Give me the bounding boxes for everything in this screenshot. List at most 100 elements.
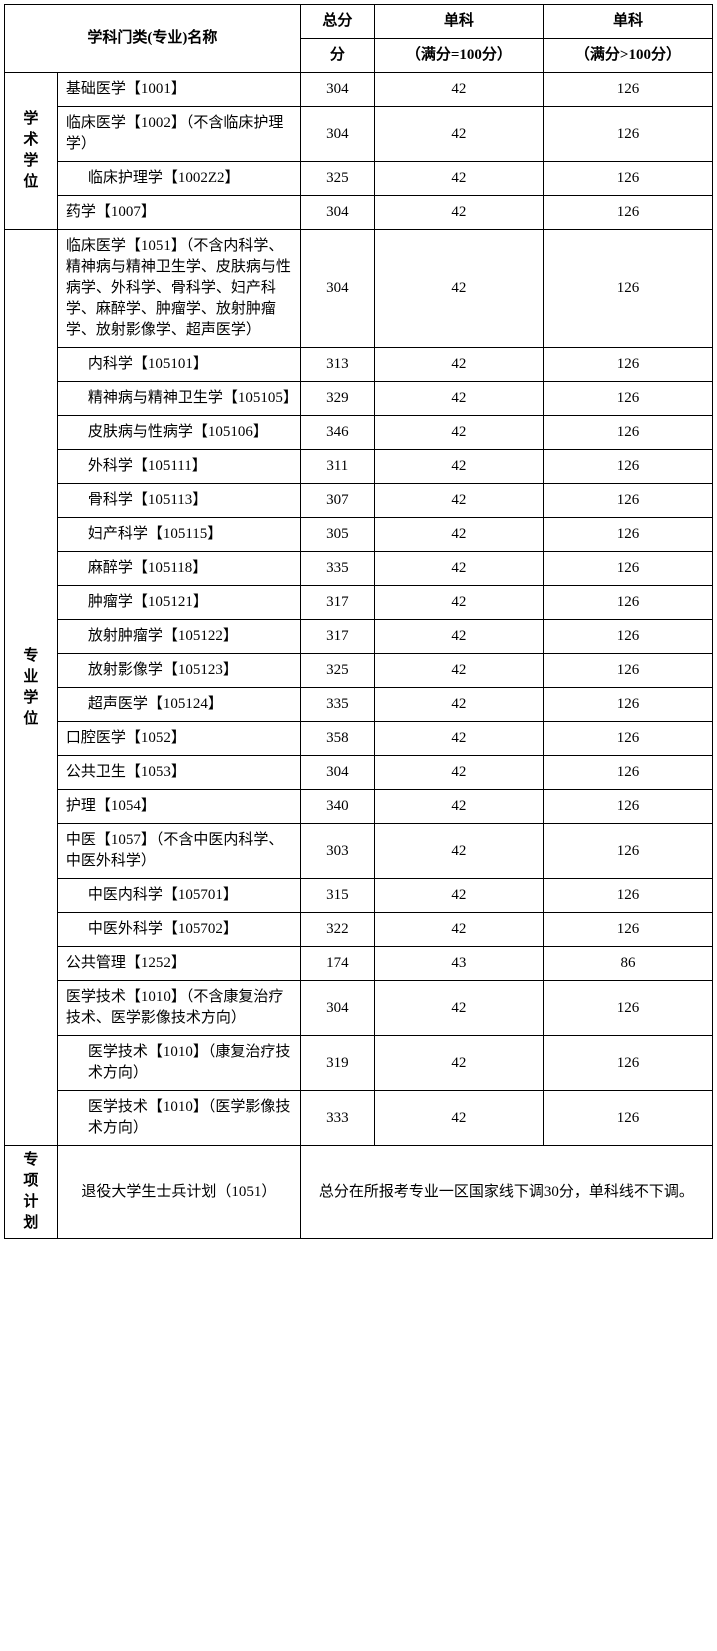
category-academic: 学术学位 [5,73,58,230]
sub2-score: 126 [543,73,712,107]
sub1-score: 42 [374,382,543,416]
subject-name: 放射肿瘤学【105122】 [57,620,300,654]
subject-name: 外科学【105111】 [57,450,300,484]
sub2-score: 126 [543,913,712,947]
header-row-1: 学科门类(专业)名称总分单科单科 [5,5,713,39]
sub2-score: 126 [543,654,712,688]
table-row: 临床医学【1002】（不含临床护理学）30442126 [5,107,713,162]
table-row: 中医外科学【105702】32242126 [5,913,713,947]
subject-name: 放射影像学【105123】 [57,654,300,688]
subject-name: 公共管理【1252】 [57,947,300,981]
header-sub2: 单科 [543,5,712,39]
sub2-score: 126 [543,162,712,196]
table-row: 肿瘤学【105121】31742126 [5,586,713,620]
sub2-score: 126 [543,879,712,913]
subject-name: 中医内科学【105701】 [57,879,300,913]
table-row: 妇产科学【105115】30542126 [5,518,713,552]
table-row: 药学【1007】30442126 [5,196,713,230]
total-score: 304 [300,230,374,348]
header-subject: 学科门类(专业)名称 [5,5,301,73]
total-score: 325 [300,654,374,688]
subject-name: 医学技术【1010】（康复治疗技术方向） [57,1036,300,1091]
sub2-score: 126 [543,586,712,620]
header-total-sub: 分 [300,39,374,73]
subject-name: 医学技术【1010】（不含康复治疗技术、医学影像技术方向） [57,981,300,1036]
sub1-score: 42 [374,107,543,162]
table-row: 骨科学【105113】30742126 [5,484,713,518]
subject-name: 皮肤病与性病学【105106】 [57,416,300,450]
total-score: 335 [300,688,374,722]
total-score: 333 [300,1091,374,1146]
header-sub1-detail: （满分=100分） [374,39,543,73]
table-row: 内科学【105101】31342126 [5,348,713,382]
total-score: 346 [300,416,374,450]
subject-name: 口腔医学【1052】 [57,722,300,756]
total-score: 329 [300,382,374,416]
sub2-score: 126 [543,824,712,879]
subject-name: 精神病与精神卫生学【105105】 [57,382,300,416]
table-row: 学术学位基础医学【1001】30442126 [5,73,713,107]
total-score: 315 [300,879,374,913]
subject-name: 超声医学【105124】 [57,688,300,722]
sub2-score: 126 [543,620,712,654]
subject-name: 肿瘤学【105121】 [57,586,300,620]
sub2-score: 126 [543,552,712,586]
total-score: 317 [300,620,374,654]
total-score: 304 [300,756,374,790]
sub2-score: 126 [543,196,712,230]
sub1-score: 42 [374,790,543,824]
score-table: 学科门类(专业)名称总分单科单科分（满分=100分）（满分>100分）学术学位基… [4,4,713,1239]
total-score: 304 [300,196,374,230]
subject-name: 妇产科学【105115】 [57,518,300,552]
header-total: 总分 [300,5,374,39]
sub2-score: 126 [543,1091,712,1146]
subject-name: 骨科学【105113】 [57,484,300,518]
table-row: 医学技术【1010】（不含康复治疗技术、医学影像技术方向）30442126 [5,981,713,1036]
subject-name: 临床护理学【1002Z2】 [57,162,300,196]
sub2-score: 126 [543,382,712,416]
sub2-score: 126 [543,450,712,484]
sub1-score: 42 [374,162,543,196]
sub1-score: 42 [374,913,543,947]
sub2-score: 126 [543,348,712,382]
sub2-score: 126 [543,107,712,162]
sub1-score: 42 [374,1036,543,1091]
sub1-score: 42 [374,722,543,756]
sub1-score: 42 [374,552,543,586]
table-row: 中医【1057】（不含中医内科学、中医外科学）30342126 [5,824,713,879]
sub1-score: 42 [374,824,543,879]
subject-name: 中医【1057】（不含中医内科学、中医外科学） [57,824,300,879]
total-score: 174 [300,947,374,981]
sub2-score: 126 [543,230,712,348]
table-row: 麻醉学【105118】33542126 [5,552,713,586]
subject-name: 内科学【105101】 [57,348,300,382]
sub2-score: 126 [543,484,712,518]
total-score: 313 [300,348,374,382]
total-score: 305 [300,518,374,552]
total-score: 322 [300,913,374,947]
subject-name: 麻醉学【105118】 [57,552,300,586]
sub1-score: 42 [374,1091,543,1146]
subject-name: 医学技术【1010】（医学影像技术方向） [57,1091,300,1146]
table-row: 口腔医学【1052】35842126 [5,722,713,756]
total-score: 304 [300,107,374,162]
special-name: 退役大学生士兵计划（1051） [57,1146,300,1239]
sub1-score: 42 [374,196,543,230]
sub1-score: 42 [374,879,543,913]
table-row: 精神病与精神卫生学【105105】32942126 [5,382,713,416]
total-score: 304 [300,73,374,107]
sub2-score: 126 [543,688,712,722]
table-row: 医学技术【1010】（康复治疗技术方向）31942126 [5,1036,713,1091]
total-score: 303 [300,824,374,879]
total-score: 307 [300,484,374,518]
table-row: 护理【1054】34042126 [5,790,713,824]
sub2-score: 126 [543,416,712,450]
sub1-score: 42 [374,981,543,1036]
subject-name: 药学【1007】 [57,196,300,230]
subject-name: 基础医学【1001】 [57,73,300,107]
table-row: 公共卫生【1053】30442126 [5,756,713,790]
table-row: 放射影像学【105123】32542126 [5,654,713,688]
category-professional: 专业学位 [5,230,58,1146]
table-row: 皮肤病与性病学【105106】34642126 [5,416,713,450]
sub2-score: 126 [543,981,712,1036]
